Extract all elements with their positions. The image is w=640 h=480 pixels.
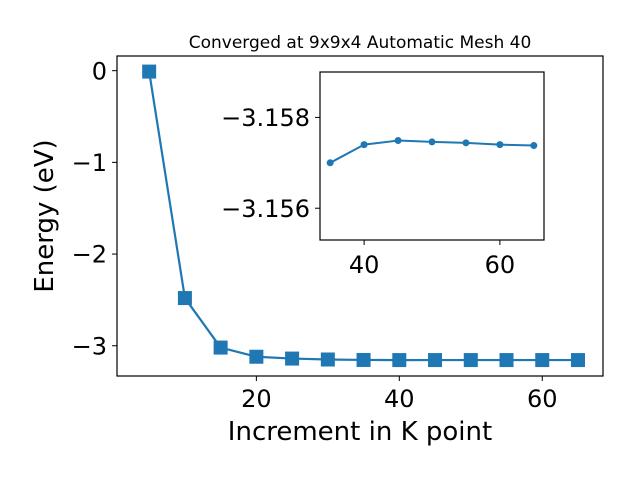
- data-point: [463, 353, 478, 368]
- data-point: [428, 353, 443, 368]
- inset-plot-area: 40 60 −3.158 −3.156: [221, 104, 538, 279]
- y-tick-label: −2: [72, 241, 107, 269]
- data-point: [213, 340, 228, 355]
- data-point: [530, 142, 538, 150]
- x-axis-label: Increment in K point: [228, 417, 492, 447]
- data-point: [326, 159, 334, 167]
- y-tick-label: −3.156: [221, 195, 310, 223]
- y-tick-label: 0: [92, 57, 107, 85]
- data-point: [394, 137, 402, 145]
- y-axis-label: Energy (eV): [30, 139, 60, 292]
- main-plot-area: 20 40 60 0 −1 −2 −3: [72, 57, 585, 413]
- data-point: [249, 349, 264, 364]
- data-point: [285, 351, 300, 366]
- data-point: [462, 139, 470, 147]
- data-point: [535, 353, 550, 368]
- chart-title: Converged at 9x9x4 Automatic Mesh 40: [189, 33, 532, 53]
- main-chart: Converged at 9x9x4 Automatic Mesh 40 Inc…: [30, 33, 604, 447]
- data-point: [499, 353, 514, 368]
- x-tick-label: 60: [485, 251, 516, 279]
- x-tick-label: 60: [527, 385, 558, 413]
- data-point: [356, 352, 371, 367]
- main-plot-frame: [116, 55, 604, 377]
- inset-chart: 40 60 −3.158 −3.156: [221, 71, 545, 279]
- y-tick-label: −3.158: [221, 104, 310, 132]
- data-point: [428, 138, 436, 146]
- x-tick-label: 40: [349, 251, 380, 279]
- data-point: [177, 291, 192, 306]
- data-point: [360, 141, 368, 149]
- x-tick-label: 40: [384, 385, 415, 413]
- data-point: [496, 141, 504, 149]
- y-tick-label: −1: [72, 149, 107, 177]
- data-point: [570, 353, 585, 368]
- x-tick-label: 20: [241, 385, 272, 413]
- data-point: [392, 353, 407, 368]
- y-tick-label: −3: [72, 332, 107, 360]
- data-point: [320, 352, 335, 367]
- inset-background: [320, 72, 544, 240]
- inset-plot-frame: [319, 71, 545, 241]
- data-point: [142, 64, 157, 79]
